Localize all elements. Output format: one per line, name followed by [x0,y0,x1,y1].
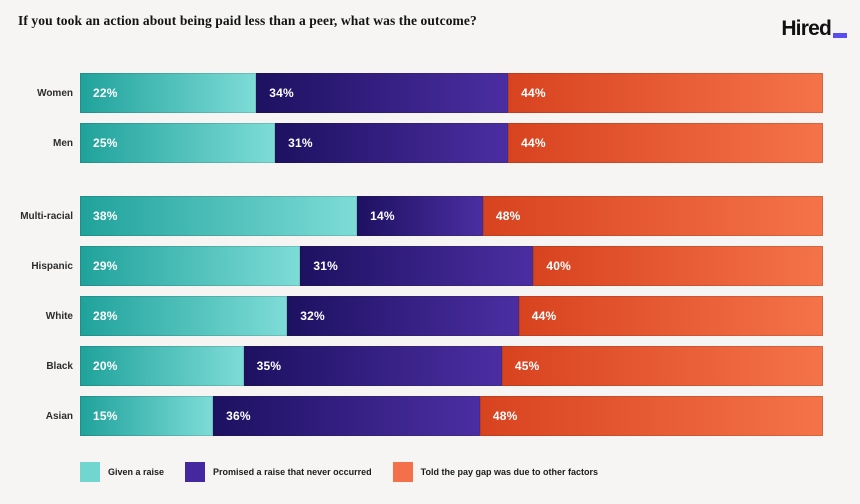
bar-segment: 20% [80,346,244,386]
bar-segment: 15% [80,396,214,436]
category-label: Hispanic [31,260,73,272]
category-label: Black [46,360,73,372]
segment-value-label: 14% [370,209,395,223]
bar-segment: 38% [80,196,358,236]
segment-value-label: 34% [269,86,294,100]
bar-segment: 29% [80,246,301,286]
chart-legend: Given a raise Promised a raise that never… [80,462,598,482]
category-label: White [45,310,73,322]
bar-row: Asian 15% 36% 48% [0,396,823,436]
bar-row: White 28% 32% 44% [0,296,824,336]
bar-segment: 35% [243,346,502,386]
bar-segment: 36% [213,396,480,436]
bar-segment: 32% [287,296,519,336]
bar-segment: 28% [80,296,288,336]
stacked-bar: 20% 35% 45% [80,346,824,386]
bar-segment: 45% [501,346,824,386]
legend-item: Told the pay gap was due to other factor… [392,462,598,482]
legend-item: Promised a raise that never occurred [185,462,372,482]
bar-segment: 44% [518,296,824,336]
bar-segment: 14% [357,196,483,236]
legend-item: Given a raise [80,462,164,482]
stacked-bar: 22% 34% 44% [80,73,823,113]
category-label: Asian [45,410,73,422]
segment-value-label: 22% [93,86,118,100]
legend-swatch [80,462,100,482]
bar-row: Hispanic 29% 31% 40% [0,246,823,286]
bar-row: Men 25% 31% 44% [0,123,823,163]
segment-value-label: 44% [521,86,546,100]
chart-title: If you took an action about being paid l… [18,13,477,28]
bar-row: Women 22% 34% 44% [0,73,823,113]
segment-value-label: 36% [226,409,251,423]
segment-value-label: 20% [93,359,118,373]
hired-logo-underscore-icon [833,33,847,38]
bar-segment: 48% [482,196,823,236]
stacked-bar: 25% 31% 44% [80,123,823,163]
bar-segment: 31% [275,123,509,163]
stacked-bar: 15% 36% 48% [80,396,823,436]
bar-row: Multi-racial 38% 14% 48% [0,196,823,236]
segment-value-label: 31% [288,136,313,150]
category-label: Multi-racial [20,210,73,222]
bar-row: Black 20% 35% 45% [0,346,824,386]
stacked-bar: 28% 32% 44% [80,296,824,336]
legend-swatch [392,462,413,482]
bar-segment: 22% [80,73,257,113]
segment-value-label: 44% [521,136,546,150]
segment-value-label: 48% [492,409,518,423]
segment-value-label: 48% [495,209,521,223]
segment-value-label: 44% [531,309,557,323]
stacked-bar: 29% 31% 40% [80,246,823,286]
hired-logo-text: Hired [781,17,831,40]
segment-value-label: 45% [514,359,540,373]
category-label: Women [37,87,73,99]
bar-segment: 40% [533,246,823,286]
segment-value-label: 25% [93,136,118,150]
bar-segment: 44% [508,73,823,113]
legend-label: Told the pay gap was due to other factor… [420,467,598,477]
segment-value-label: 32% [300,309,325,323]
segment-value-label: 40% [546,259,571,273]
segment-value-label: 15% [93,409,118,423]
bar-segment: 31% [300,246,534,286]
stacked-bar: 38% 14% 48% [80,196,823,236]
legend-swatch [185,462,206,482]
segment-value-label: 29% [93,259,118,273]
stacked-bar-chart: Women 22% 34% 44% Men 25% 31% 44% Multi-racial 38… [0,73,824,436]
bar-segment: 48% [479,396,823,436]
hired-logo: Hired [781,18,847,39]
bar-segment: 34% [256,73,509,113]
segment-value-label: 28% [93,309,118,323]
category-label: Men [53,137,73,149]
bar-segment: 25% [80,123,276,163]
segment-value-label: 38% [93,209,118,223]
segment-value-label: 31% [313,259,338,273]
legend-label: Given a raise [108,467,165,477]
legend-label: Promised a raise that never occurred [213,467,372,477]
segment-value-label: 35% [256,359,282,373]
bar-segment: 44% [508,123,823,163]
